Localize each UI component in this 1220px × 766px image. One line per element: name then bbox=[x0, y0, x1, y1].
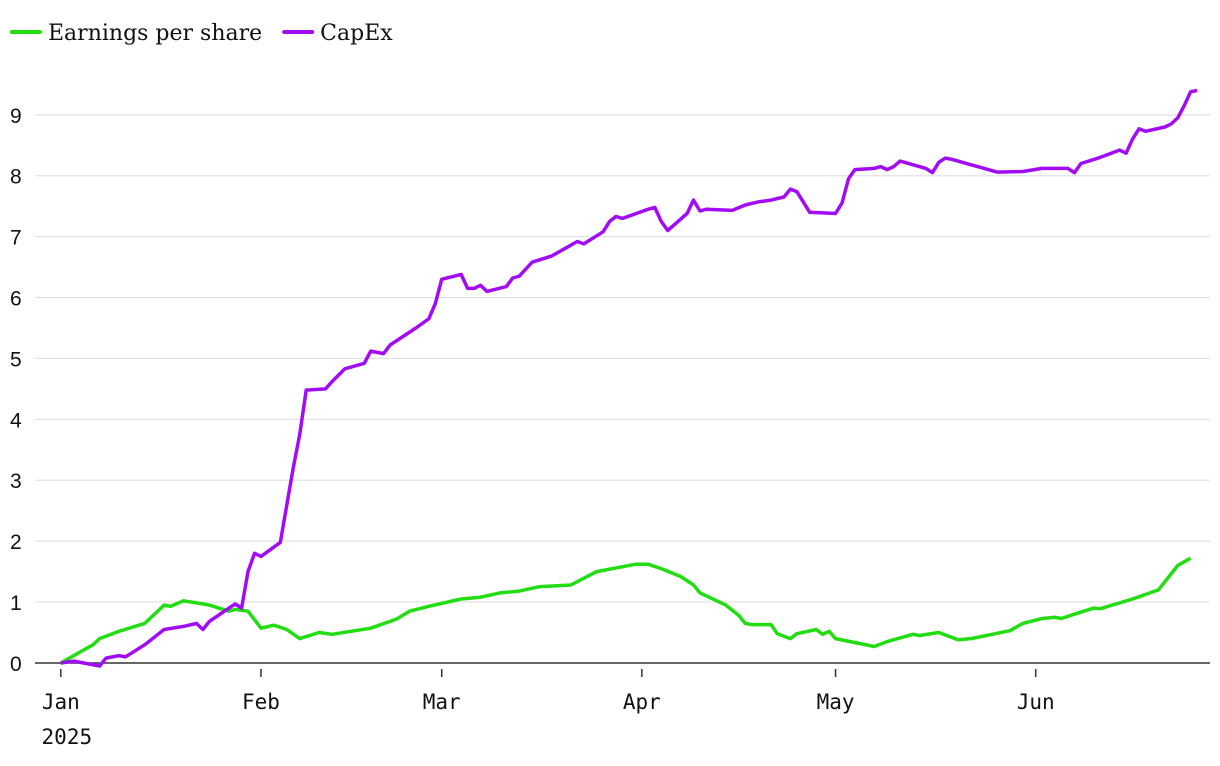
y-tick-label: 8 bbox=[10, 166, 22, 189]
y-tick-label: 7 bbox=[10, 227, 22, 250]
line bbox=[60, 88, 1198, 668]
x-tick-label: Jun bbox=[1017, 690, 1055, 714]
x-tick-label: Mar bbox=[423, 690, 461, 714]
y-tick-label: 1 bbox=[10, 592, 22, 615]
x-year-label: 2025 bbox=[42, 725, 93, 749]
legend-label: Earnings per share bbox=[48, 21, 262, 46]
line bbox=[59, 556, 1192, 665]
x-tick-label: May bbox=[817, 690, 855, 714]
y-tick-label: 6 bbox=[10, 288, 22, 311]
y-tick-label: 5 bbox=[10, 348, 22, 371]
y-tick-label: 4 bbox=[10, 409, 22, 432]
y-tick-label: 3 bbox=[10, 470, 22, 493]
y-tick-label: 9 bbox=[10, 105, 22, 128]
x-tick-label: Apr bbox=[623, 690, 661, 714]
y-tick-label: 2 bbox=[10, 531, 22, 554]
y-tick-label: 0 bbox=[10, 653, 22, 676]
x-tick-label: Feb bbox=[242, 690, 280, 714]
legend-label: CapEx bbox=[320, 21, 393, 46]
x-tick-label: Jan bbox=[42, 690, 80, 714]
